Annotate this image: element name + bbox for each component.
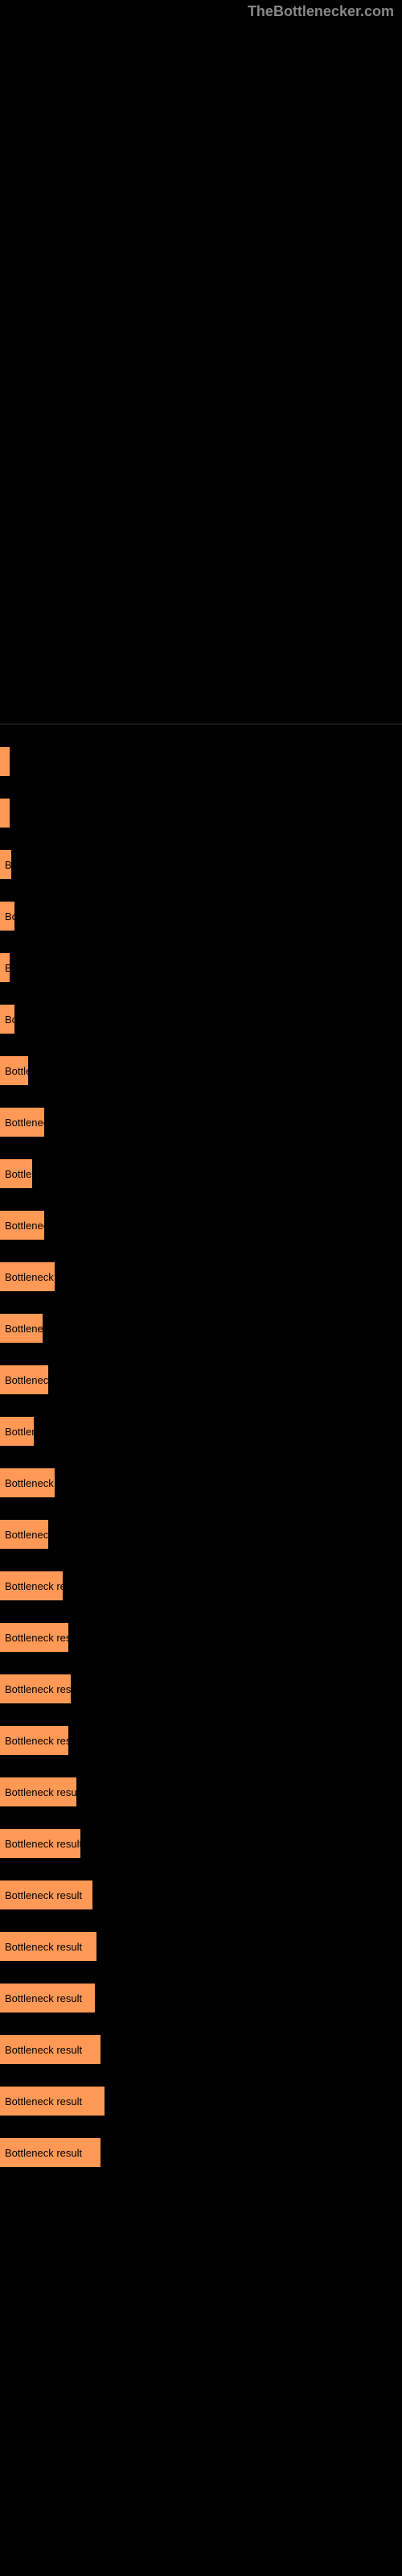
bar-row: Bottleneck res <box>0 1365 402 1394</box>
bar-label: Bottleneck <box>5 1168 32 1180</box>
bar-row: Bottleneck result <box>0 1623 402 1652</box>
bar-label: Bottlen <box>5 1065 28 1077</box>
bar-row <box>0 799 402 828</box>
bar-row: Bottleneck result <box>0 1777 402 1806</box>
bar[interactable]: Bottleneck result <box>0 1932 96 1961</box>
bar-row: Bottleneck result <box>0 1262 402 1291</box>
bar-label: Bo <box>5 910 14 923</box>
bar-chart: B Bo B Bo Bottlen Bottleneck r Bottleneck Bottl… <box>0 747 402 2167</box>
bar-row: Bottleneck re <box>0 1211 402 1240</box>
bar[interactable]: B <box>0 850 11 879</box>
bar[interactable]: Bo <box>0 902 14 931</box>
site-header: TheBottlenecker.com <box>0 0 402 23</box>
bar-row: B <box>0 953 402 982</box>
bar-label: Bottleneck result <box>5 1838 80 1850</box>
bar[interactable]: Bottleneck res <box>0 1520 48 1549</box>
bar-label: Bottleneck result <box>5 1992 82 2004</box>
bar-label: Bottleneck res <box>5 1529 48 1541</box>
bar-label: Bottleneck result <box>5 1683 71 1695</box>
bar-row: Bottleneck result <box>0 2138 402 2167</box>
bar-row: B <box>0 850 402 879</box>
bar[interactable]: Bottleneck <box>0 1159 32 1188</box>
bar-row <box>0 747 402 776</box>
bar-label: Bottleneck result <box>5 1580 63 1592</box>
bar[interactable]: Bottleneck result <box>0 1829 80 1858</box>
bar[interactable]: B <box>0 953 10 982</box>
bar[interactable]: Bottleneck r <box>0 1108 44 1137</box>
bar-label: Bottleneck re <box>5 1323 43 1335</box>
bar[interactable] <box>0 747 10 776</box>
bar[interactable]: Bottleneck res <box>0 1365 48 1394</box>
bar-label: Bottleneck result <box>5 1271 55 1283</box>
bar-row: Bo <box>0 902 402 931</box>
bar-label: Bottleneck result <box>5 1941 82 1953</box>
bar-row: Bottleneck result <box>0 1571 402 1600</box>
bar-label: Bottleneck res <box>5 1374 48 1386</box>
bar[interactable]: Bottleneck result <box>0 1571 63 1600</box>
bar[interactable]: Bottleneck result <box>0 2035 100 2064</box>
bar-row: Bottleneck result <box>0 1468 402 1497</box>
bar[interactable]: Bottleneck result <box>0 1777 76 1806</box>
bar-row: Bottleneck <box>0 1159 402 1188</box>
bar-label: Bottleneck result <box>5 1632 68 1644</box>
bar[interactable]: Bottlen <box>0 1056 28 1085</box>
bar-label: B <box>5 859 11 871</box>
bar[interactable]: Bottleneck result <box>0 1880 92 1909</box>
bar-row: Bottleneck result <box>0 1984 402 2013</box>
bar-label: Bottleneck <box>5 1426 34 1438</box>
bar[interactable]: Bottleneck result <box>0 1262 55 1291</box>
bar-label: Bottleneck re <box>5 1220 44 1232</box>
bar-row: Bottleneck result <box>0 1726 402 1755</box>
bar-row: Bottleneck res <box>0 1520 402 1549</box>
bar-label: Bottleneck result <box>5 1477 55 1489</box>
bar-label: Bottleneck r <box>5 1117 44 1129</box>
bar[interactable]: Bottleneck re <box>0 1211 44 1240</box>
bar-row: Bottleneck result <box>0 1829 402 1858</box>
bar[interactable]: Bottleneck result <box>0 1726 68 1755</box>
bar-label: Bottleneck result <box>5 1735 68 1747</box>
bar[interactable]: Bottleneck <box>0 1417 34 1446</box>
bar-row: Bottleneck r <box>0 1108 402 1137</box>
bar[interactable]: Bottleneck result <box>0 2087 105 2116</box>
bar[interactable]: Bottleneck result <box>0 1674 71 1703</box>
bar-row: Bottleneck result <box>0 1674 402 1703</box>
bar-row: Bottleneck re <box>0 1314 402 1343</box>
bar[interactable]: Bo <box>0 1005 14 1034</box>
bar[interactable]: Bottleneck result <box>0 2138 100 2167</box>
bar-label: Bottleneck result <box>5 1889 82 1901</box>
site-name: TheBottlenecker.com <box>248 3 394 19</box>
spacer-top <box>0 23 402 724</box>
bar-row: Bottleneck result <box>0 2087 402 2116</box>
bar-label: B <box>5 962 10 974</box>
bar-label: Bottleneck result <box>5 1786 76 1798</box>
bar[interactable]: Bottleneck result <box>0 1623 68 1652</box>
bar-label: Bo <box>5 1013 14 1026</box>
bar-row: Bottleneck result <box>0 1932 402 1961</box>
bar-row: Bo <box>0 1005 402 1034</box>
bar[interactable] <box>0 799 10 828</box>
bar-row: Bottleneck <box>0 1417 402 1446</box>
bar[interactable]: Bottleneck re <box>0 1314 43 1343</box>
bar-label: Bottleneck result <box>5 2044 82 2056</box>
bar-row: Bottlen <box>0 1056 402 1085</box>
bar[interactable]: Bottleneck result <box>0 1468 55 1497</box>
bar[interactable]: Bottleneck result <box>0 1984 95 2013</box>
bar-row: Bottleneck result <box>0 2035 402 2064</box>
bar-label: Bottleneck result <box>5 2147 82 2159</box>
bar-label: Bottleneck result <box>5 2095 82 2107</box>
bar-row: Bottleneck result <box>0 1880 402 1909</box>
